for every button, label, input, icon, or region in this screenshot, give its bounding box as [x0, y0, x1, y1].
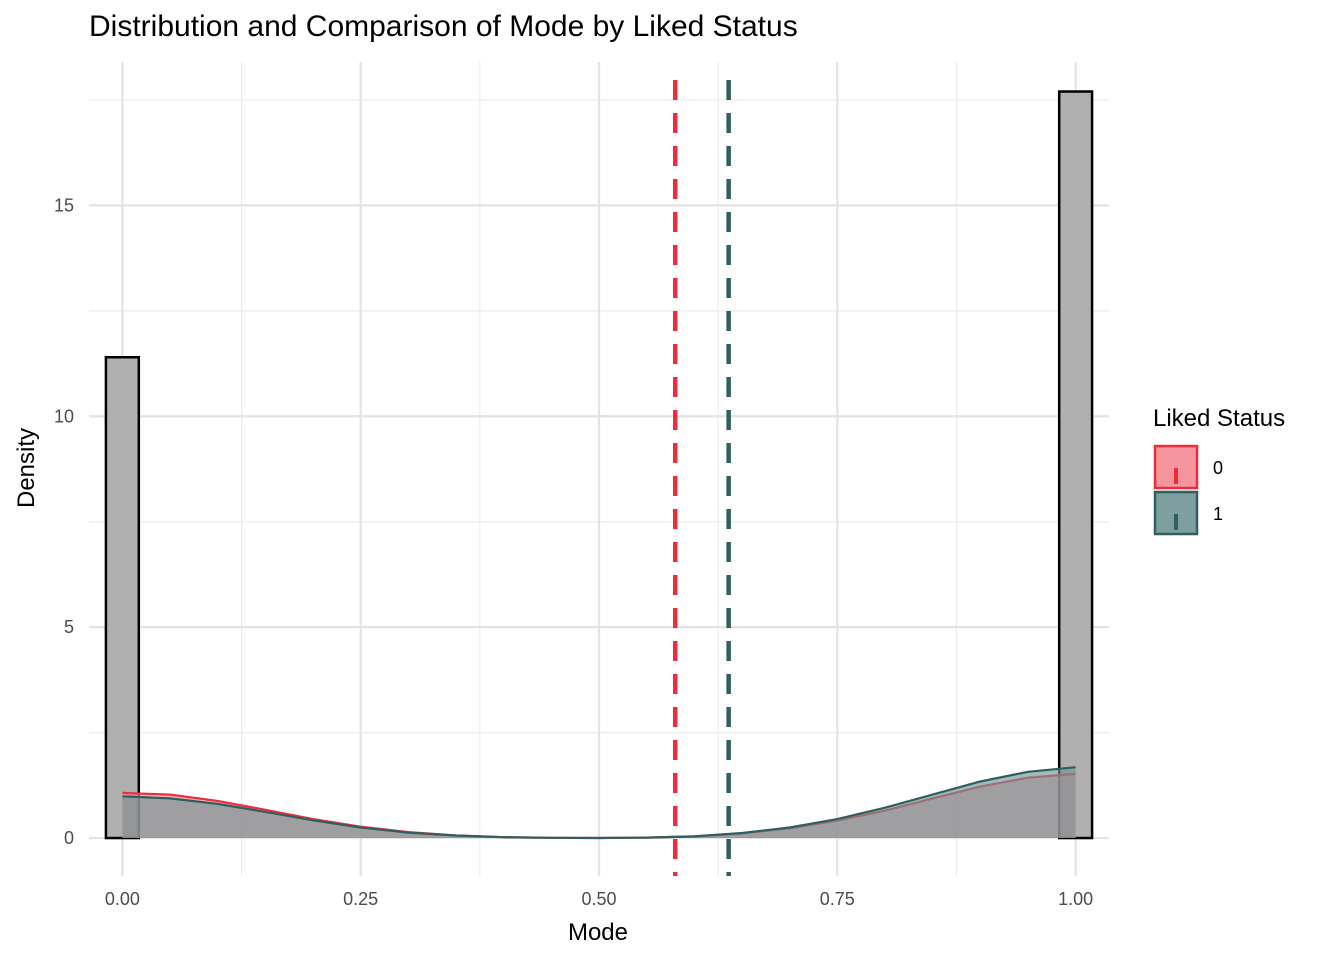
density-area-1	[122, 767, 1076, 838]
legend-key-1	[1153, 490, 1199, 536]
mean-lines	[673, 80, 731, 876]
legend: Liked Status 0 1	[1153, 405, 1285, 536]
legend-key-0	[1153, 444, 1199, 490]
x-tick-label: 0.50	[581, 889, 616, 909]
legend-label-1: 1	[1213, 504, 1223, 524]
y-tick-label: 5	[64, 617, 74, 637]
x-axis-title: Mode	[568, 919, 628, 946]
x-axis-ticks: 0.00 0.25 0.50 0.75 1.00	[105, 889, 1093, 909]
x-tick-label: 0.75	[820, 889, 855, 909]
legend-label-0: 0	[1213, 458, 1223, 478]
histogram-bar	[1057, 90, 1094, 840]
y-tick-label: 0	[64, 828, 74, 848]
y-axis-title: Density	[13, 428, 40, 508]
density-line-1	[122, 766, 1076, 840]
legend-title: Liked Status	[1153, 405, 1285, 432]
y-tick-label: 15	[54, 195, 74, 215]
x-tick-label: 0.25	[343, 889, 378, 909]
x-tick-label: 1.00	[1058, 889, 1093, 909]
y-tick-label: 10	[54, 406, 74, 426]
chart-title: Distribution and Comparison of Mode by L…	[89, 10, 798, 43]
y-axis-ticks: 0 5 10 15	[54, 195, 74, 848]
histogram-bars	[104, 90, 1094, 840]
density-curves	[122, 766, 1076, 840]
histogram-bar	[104, 355, 141, 840]
x-tick-label: 0.00	[105, 889, 140, 909]
